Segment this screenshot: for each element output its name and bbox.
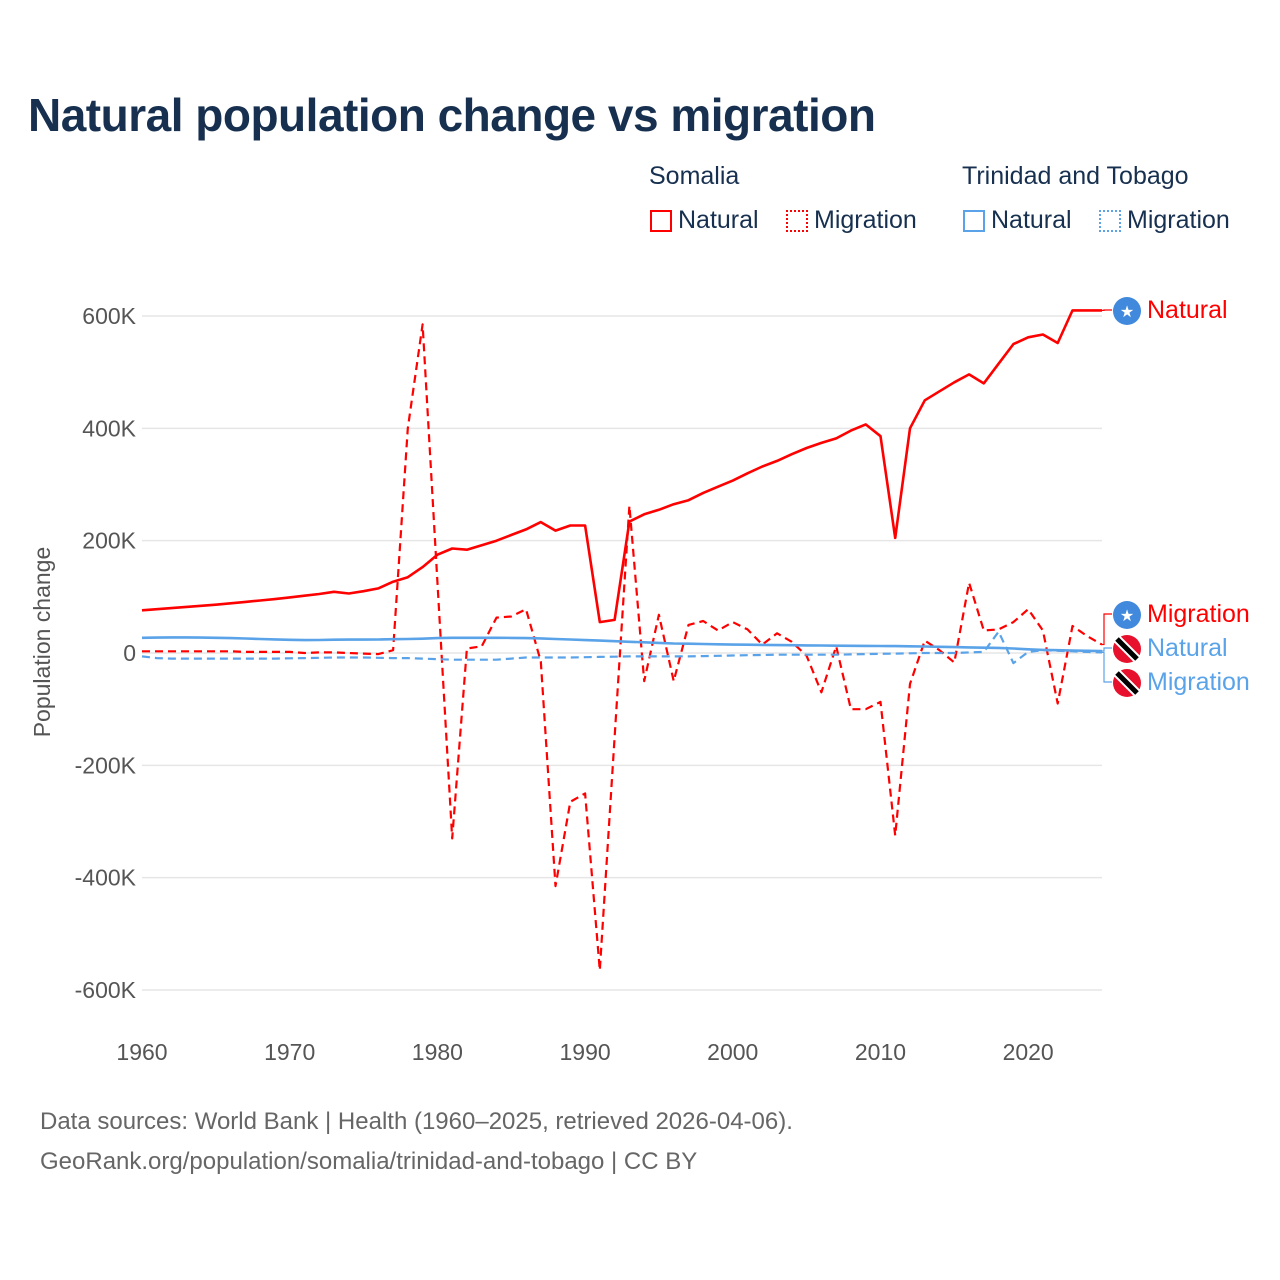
y-tick-label: -400K xyxy=(75,865,137,891)
series-line-somalia-natural xyxy=(141,309,1102,624)
x-tick-label: 1960 xyxy=(116,1039,167,1065)
y-tick-label: -600K xyxy=(75,977,137,1003)
y-tick-label: 200K xyxy=(82,528,136,554)
source-line-1: Data sources: World Bank | Health (1960–… xyxy=(40,1108,793,1135)
y-tick-label: 600K xyxy=(82,303,136,329)
legend-swatch-dotted xyxy=(1099,209,1121,232)
x-tick-label: 2020 xyxy=(1003,1039,1054,1065)
y-tick-label: 0 xyxy=(123,640,136,666)
end-label-0: ★ Natural xyxy=(1102,296,1228,325)
series-line-trinidad-and-tobago-natural xyxy=(141,636,1103,653)
end-label-1: ★ Migration xyxy=(1102,600,1250,646)
legend-group-trinidad: Trinidad and Tobago xyxy=(962,162,1189,190)
legend-swatch-solid xyxy=(963,209,985,232)
x-tick-label: 2000 xyxy=(707,1039,758,1065)
x-tick-label: 1980 xyxy=(412,1039,463,1065)
legend-somalia-natural[interactable]: Natural xyxy=(650,206,759,235)
end-label-text: Natural xyxy=(1147,296,1228,324)
y-tick-label: -200K xyxy=(75,752,137,778)
end-label-text: Migration xyxy=(1147,668,1250,696)
legend-label: Natural xyxy=(678,206,759,234)
x-tick-label: 2010 xyxy=(855,1039,906,1065)
leader-line xyxy=(1102,647,1112,652)
legend-somalia-migration[interactable]: Migration xyxy=(786,206,917,235)
legend-label: Natural xyxy=(991,206,1072,234)
legend-swatch-solid xyxy=(650,209,672,232)
end-label-2: Natural xyxy=(1102,634,1228,663)
legend-label: Migration xyxy=(1127,206,1230,234)
star-icon: ★ xyxy=(1120,304,1134,321)
chart-title: Natural population change vs migration xyxy=(28,89,876,141)
leader-line xyxy=(1102,651,1112,683)
end-label-text: Migration xyxy=(1147,600,1250,628)
x-tick-label: 1990 xyxy=(559,1039,610,1065)
somalia-flag-icon xyxy=(1113,297,1141,325)
source-line-2[interactable]: GeoRank.org/population/somalia/trinidad-… xyxy=(40,1148,698,1175)
star-icon: ★ xyxy=(1120,608,1134,625)
flag-stripe-black xyxy=(1115,671,1139,695)
y-axis-label: Population change xyxy=(29,547,55,738)
end-label-text: Natural xyxy=(1147,634,1228,662)
legend-trinidad-migration[interactable]: Migration xyxy=(1099,206,1230,235)
legend-label: Migration xyxy=(814,206,917,234)
somalia-flag-icon xyxy=(1113,601,1141,629)
legend-group-somalia: Somalia xyxy=(649,162,740,190)
y-tick-label: 400K xyxy=(82,415,136,441)
series-line-trinidad-and-tobago-migration xyxy=(141,630,1103,665)
legend-trinidad-natural[interactable]: Natural xyxy=(963,206,1072,235)
flag-stripe-black xyxy=(1115,637,1139,661)
leader-line xyxy=(1102,613,1112,646)
x-tick-label: 1970 xyxy=(264,1039,315,1065)
end-label-3: Migration xyxy=(1102,651,1250,697)
legend-swatch-dotted xyxy=(786,209,808,232)
